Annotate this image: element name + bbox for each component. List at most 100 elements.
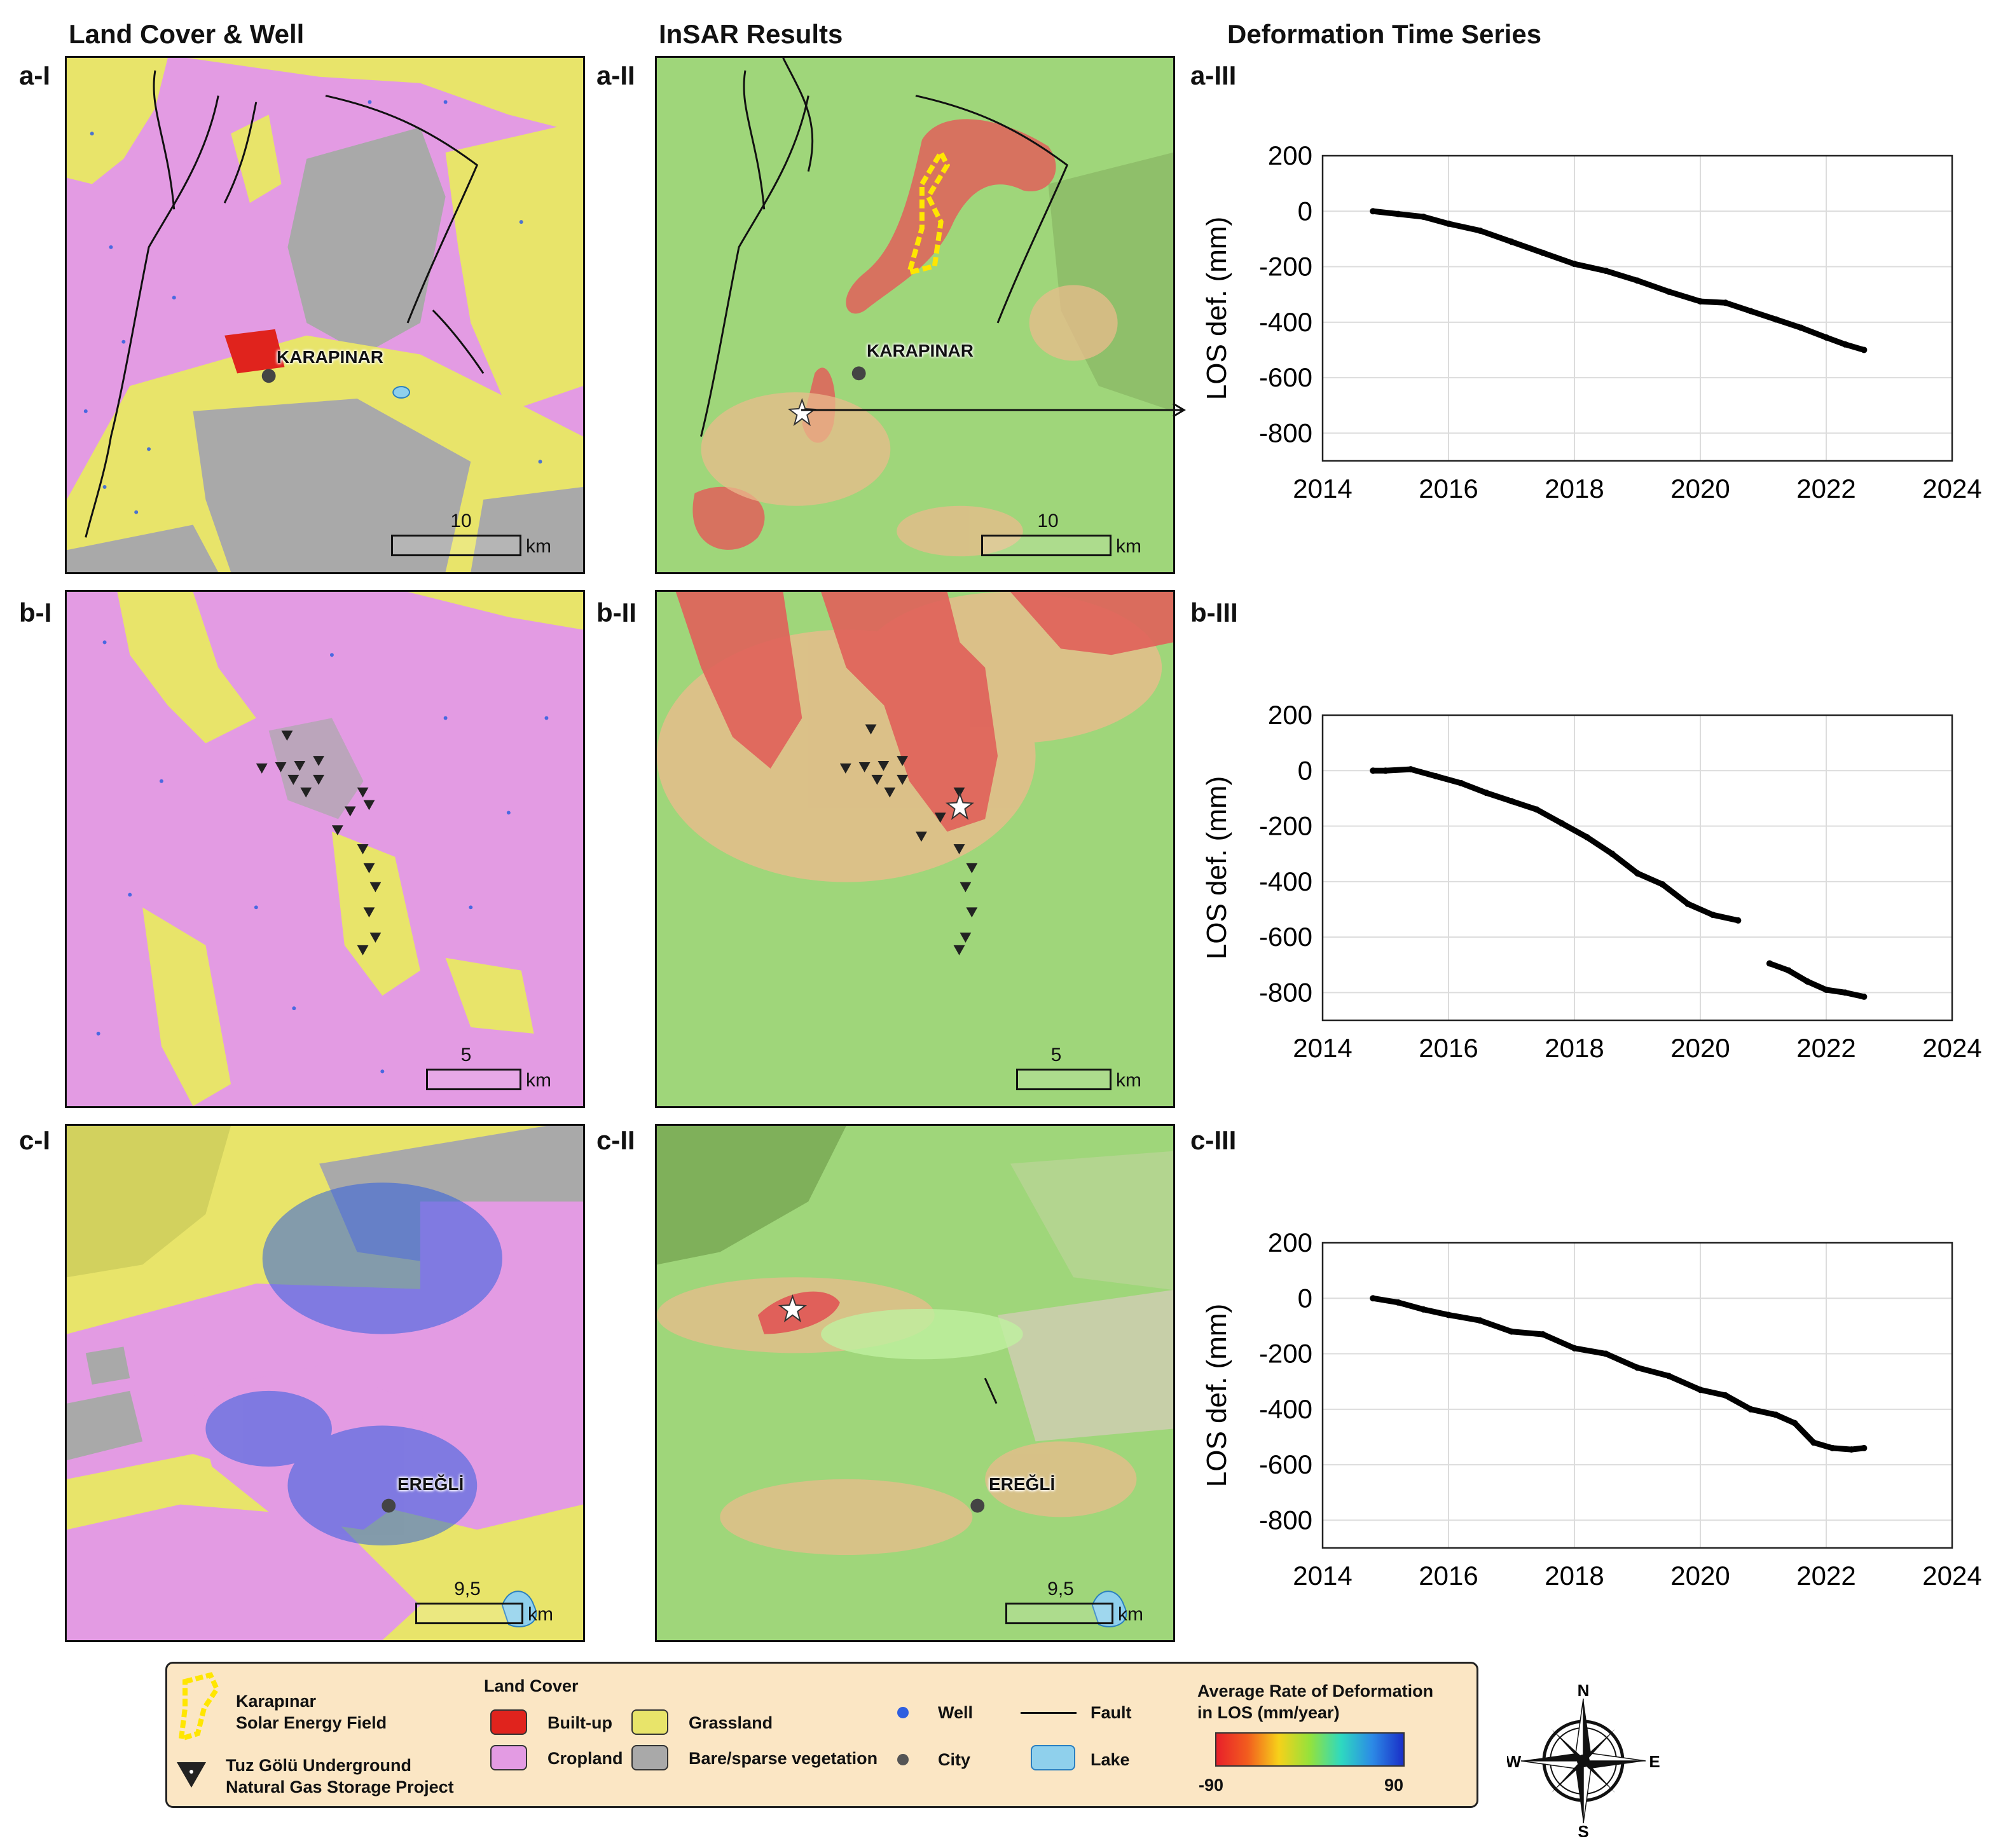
data-point: [1559, 820, 1566, 827]
plot-frame: [1321, 714, 1953, 1022]
legend-lake: Lake: [1091, 1750, 1130, 1769]
deformation-colorbar: [1215, 1732, 1405, 1767]
legend-land-cover-title: Land Cover: [484, 1676, 579, 1695]
y-tick-label: -200: [1259, 811, 1312, 841]
x-tick-label: 2022: [1796, 1033, 1855, 1063]
city-label-eregli-c1: EREĞLİ: [397, 1474, 464, 1494]
legend-well: Well: [938, 1703, 974, 1722]
data-point: [1841, 989, 1848, 996]
compass-rose-icon: N S W E: [1506, 1681, 1660, 1841]
y-tick-label: -800: [1259, 1505, 1312, 1535]
legend-cropland: Cropland: [547, 1749, 623, 1768]
legend-fault: Fault: [1091, 1703, 1132, 1722]
x-tick-label: 2024: [1922, 1561, 1981, 1591]
legend-builtup: Built-up: [547, 1713, 612, 1732]
data-point: [1861, 346, 1868, 353]
data-point: [1747, 1406, 1754, 1413]
legend-rate-max: 90: [1384, 1776, 1404, 1795]
y-tick-label: -600: [1259, 1449, 1312, 1479]
data-point: [1772, 1411, 1779, 1418]
insar-b-layer: [657, 592, 1173, 955]
legend-rate-min: -90: [1199, 1776, 1224, 1795]
panel-label-a3: a-III: [1190, 60, 1237, 90]
data-point: [1571, 1345, 1578, 1352]
series-line: [1370, 1295, 1867, 1453]
x-tick-label: 2018: [1545, 474, 1604, 503]
data-point: [1583, 834, 1590, 840]
data-point: [1445, 1311, 1452, 1318]
cropland-swatch: [490, 1745, 527, 1770]
data-point: [1722, 1392, 1729, 1399]
x-tick-label: 2020: [1670, 474, 1730, 503]
y-tick-label: 0: [1298, 1283, 1312, 1313]
legend-solar-field: Karapınar Solar Energy Field: [236, 1692, 387, 1732]
x-tick-label: 2016: [1419, 1033, 1478, 1063]
grassland-swatch: [631, 1709, 668, 1735]
panel-label-c3: c-III: [1190, 1125, 1237, 1155]
data-point: [1665, 1372, 1672, 1379]
data-point: [1508, 1328, 1515, 1335]
panel-label-c2: c-II: [596, 1125, 635, 1155]
y-tick-label: -400: [1259, 866, 1312, 896]
data-point: [1420, 214, 1427, 220]
plot-frame: [1321, 1242, 1953, 1549]
x-tick-label: 2016: [1419, 1561, 1478, 1591]
y-tick-label: -200: [1259, 252, 1312, 282]
x-tick-label: 2020: [1670, 1033, 1730, 1063]
map-insar-a: KARAPINAR 10 km: [655, 56, 1175, 574]
triangle-marker-icon: [177, 1762, 206, 1788]
city-label-karapinar-a2: KARAPINAR: [867, 341, 974, 360]
y-tick-label: -800: [1259, 977, 1312, 1007]
y-tick-label: -800: [1259, 418, 1312, 448]
data-point: [1476, 1317, 1483, 1324]
data-point: [1848, 1446, 1855, 1453]
fault-line-icon: [1021, 1712, 1077, 1714]
data-point: [1841, 341, 1848, 348]
plot-area: [1323, 1243, 1952, 1548]
data-point: [1539, 249, 1546, 256]
plot-area: [1323, 715, 1952, 1020]
x-tick-label: 2024: [1922, 474, 1981, 503]
y-tick-label: -600: [1259, 362, 1312, 392]
arrow-a: [801, 402, 1186, 418]
y-axis-label: LOS def. (mm): [1201, 776, 1232, 960]
data-point: [1684, 900, 1691, 907]
chart-svg: 2014 2016 2018 2020 2022 2024 200 0 -200 -400 -600…: [1201, 1228, 1982, 1591]
data-point: [1722, 299, 1729, 306]
data-point: [1634, 870, 1641, 877]
chart-svg: 2014 2016 2018 2020 2022 2024 200 0 -200 -400 -600…: [1201, 700, 1982, 1063]
data-point: [1394, 1299, 1401, 1306]
data-point: [1508, 238, 1515, 245]
data-point: [1407, 766, 1414, 773]
x-tick-label: 2014: [1293, 474, 1352, 503]
data-point: [1602, 1350, 1609, 1357]
x-tick-label: 2022: [1796, 474, 1855, 503]
chart-svg: 2014 2016 2018 2020 2022 2024 200 0 -200 -400 -600…: [1201, 140, 1982, 503]
data-point: [1382, 767, 1389, 774]
x-tick-label: 2018: [1545, 1561, 1604, 1591]
chart-a-III: 2014 2016 2018 2020 2022 2024 200 0 -200 -400 -600…: [1195, 127, 1984, 521]
series-line: [1766, 961, 1867, 1000]
data-point: [1457, 779, 1464, 786]
data-point: [1370, 1295, 1377, 1302]
panel-label-b1: b-I: [19, 598, 52, 627]
plot-area: [1323, 156, 1952, 461]
land-cover-a-layer: [67, 58, 583, 572]
data-point: [1735, 917, 1742, 924]
data-point: [1747, 308, 1754, 315]
column-title-time-series: Deformation Time Series: [1227, 19, 1542, 49]
compass-n: N: [1578, 1685, 1590, 1700]
legend-box: Karapınar Solar Energy Field Tuz Gölü Un…: [165, 1662, 1478, 1808]
data-point: [1785, 967, 1792, 974]
compass-s: S: [1578, 1822, 1588, 1837]
compass-w: W: [1507, 1752, 1522, 1771]
data-point: [1804, 978, 1811, 985]
data-point: [1445, 220, 1452, 227]
y-axis-label: LOS def. (mm): [1201, 217, 1232, 400]
data-point: [1571, 261, 1578, 268]
city-dot-icon: [897, 1754, 909, 1765]
map-insar-c: EREĞLİ 9,5 km: [655, 1124, 1175, 1642]
land-cover-b-layer: [96, 592, 583, 1106]
panel-label-c1: c-I: [19, 1125, 51, 1155]
legend-tuz-golu: Tuz Gölü Underground Natural Gas Storage…: [226, 1756, 454, 1797]
